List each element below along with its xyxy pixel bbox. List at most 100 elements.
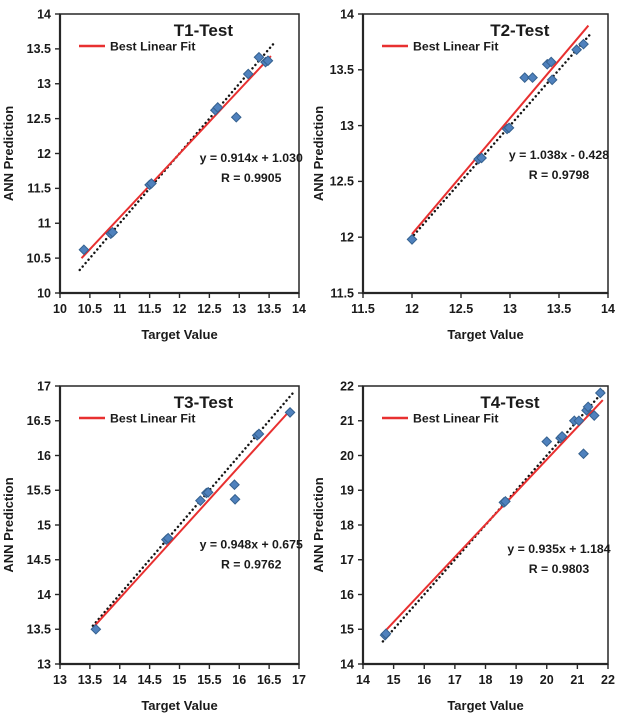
data-point <box>242 68 254 80</box>
data-point <box>556 430 568 442</box>
y-axis-title: ANN Prediction <box>311 477 326 572</box>
x-tick-label: 20 <box>540 673 554 687</box>
best-fit-line <box>93 409 292 627</box>
data-point <box>573 415 585 427</box>
data-point <box>578 448 589 460</box>
data-point <box>406 234 418 245</box>
x-axis-title: Target Value <box>447 698 523 713</box>
x-tick-label: 15 <box>173 673 187 687</box>
x-tick-label: 16 <box>232 673 246 687</box>
y-axis-title: ANN Prediction <box>311 106 326 201</box>
y-tick-label: 10 <box>37 286 51 300</box>
fit-equation-label: y = 0.948x + 0.675 <box>200 538 303 552</box>
t2-test-chart: 11.5 12 12.5 13 13.5 14 11.5 12 12.5 13 13.5 14 Targ… <box>311 7 615 342</box>
fit-equation-label: y = 0.914x + 1.030 <box>200 151 303 165</box>
y-tick-label: 12.5 <box>27 112 51 126</box>
y-tick-label: 15 <box>340 623 354 637</box>
panel-t1-test: 10 10.5 11 11.5 12 12.5 13 13.5 14 10 10.5 11 11.5 12… <box>0 0 310 362</box>
y-tick-label: 11.5 <box>330 286 354 300</box>
data-point <box>503 122 515 134</box>
data-point <box>107 226 118 238</box>
y-tick-label: 16 <box>37 449 51 463</box>
x-tick-label: 16 <box>417 673 431 687</box>
x-tick-label: 10.5 <box>78 302 102 316</box>
data-point <box>588 410 600 421</box>
y-tick-label: 13 <box>37 77 51 91</box>
r-value-label: R = 0.9803 <box>529 562 590 576</box>
r-value-label: R = 0.9762 <box>221 558 282 572</box>
data-point <box>578 38 589 50</box>
data-point <box>527 72 538 84</box>
x-tick-label: 15.5 <box>197 673 221 687</box>
data-point <box>499 495 511 507</box>
identity-line <box>409 31 593 240</box>
y-tick-label: 22 <box>340 379 354 393</box>
x-tick-label: 16.5 <box>257 673 281 687</box>
y-tick-label: 18 <box>340 518 354 532</box>
legend-label: Best Linear Fit <box>413 40 498 54</box>
panel-t4-test: 14 15 16 17 18 19 20 21 22 14 15 16 17 18 19 20 21 22 Targ… <box>310 362 620 725</box>
x-tick-label: 13.5 <box>257 302 281 316</box>
x-axis-title: Target Value <box>141 698 217 713</box>
y-tick-label: 21 <box>340 414 354 428</box>
data-point <box>90 623 102 635</box>
data-point <box>212 102 224 113</box>
x-tick-label: 12.5 <box>449 302 473 316</box>
data-point <box>146 178 157 189</box>
data-point <box>262 55 274 67</box>
y-tick-label: 15.5 <box>27 484 51 498</box>
x-tick-label: 13 <box>232 302 246 316</box>
x-tick-label: 14.5 <box>137 673 161 687</box>
x-tick-label: 15 <box>387 673 401 687</box>
y-tick-label: 11.5 <box>27 182 51 196</box>
data-point <box>380 628 392 640</box>
x-axis-title: Target Value <box>141 327 217 342</box>
panel-title: T2-Test <box>490 21 550 40</box>
y-tick-label: 13.5 <box>27 42 51 56</box>
y-tick-label: 14 <box>37 588 51 602</box>
y-tick-label: 12 <box>37 147 51 161</box>
y-tick-label: 20 <box>340 449 354 463</box>
panel-title: T3-Test <box>174 393 234 412</box>
data-point <box>253 51 265 63</box>
data-point <box>284 407 296 418</box>
data-point <box>546 74 558 86</box>
data-point <box>545 56 557 68</box>
best-fit-line <box>383 399 604 634</box>
x-tick-label: 14 <box>113 673 127 687</box>
y-axis-title: ANN Prediction <box>1 106 16 201</box>
y-tick-label: 17 <box>37 379 51 393</box>
data-point <box>541 436 553 448</box>
t4-test-chart: 14 15 16 17 18 19 20 21 22 14 15 16 17 18 19 20 21 22 Targ… <box>311 379 615 713</box>
x-tick-label: 11.5 <box>138 302 162 316</box>
x-tick-label: 18 <box>479 673 493 687</box>
y-tick-label: 14 <box>37 7 51 21</box>
y-tick-label: 12 <box>340 231 354 245</box>
y-tick-label: 14 <box>340 657 354 671</box>
data-point <box>162 532 174 544</box>
data-point <box>253 428 265 440</box>
x-tick-label: 21 <box>570 673 584 687</box>
y-axis-title: ANN Prediction <box>1 477 16 572</box>
identity-line <box>91 390 296 627</box>
fit-equation-label: y = 0.935x + 1.184 <box>507 542 610 556</box>
y-tick-label: 10.5 <box>27 251 51 265</box>
y-tick-label: 12.5 <box>330 175 354 189</box>
r-value-label: R = 0.9905 <box>221 171 282 185</box>
y-tick-label: 16 <box>340 588 354 602</box>
data-point <box>202 486 214 498</box>
x-tick-label: 22 <box>601 673 615 687</box>
x-tick-label: 12.5 <box>197 302 221 316</box>
x-tick-label: 13 <box>503 302 517 316</box>
x-tick-label: 13.5 <box>78 673 102 687</box>
data-point <box>519 72 531 84</box>
legend-label: Best Linear Fit <box>110 40 195 54</box>
data-point <box>229 479 240 491</box>
y-tick-label: 13.5 <box>330 63 354 77</box>
data-point <box>582 401 594 413</box>
x-tick-label: 12 <box>173 302 187 316</box>
y-tick-label: 13.5 <box>27 623 51 637</box>
y-tick-label: 14.5 <box>27 553 51 567</box>
y-tick-label: 13 <box>37 657 51 671</box>
